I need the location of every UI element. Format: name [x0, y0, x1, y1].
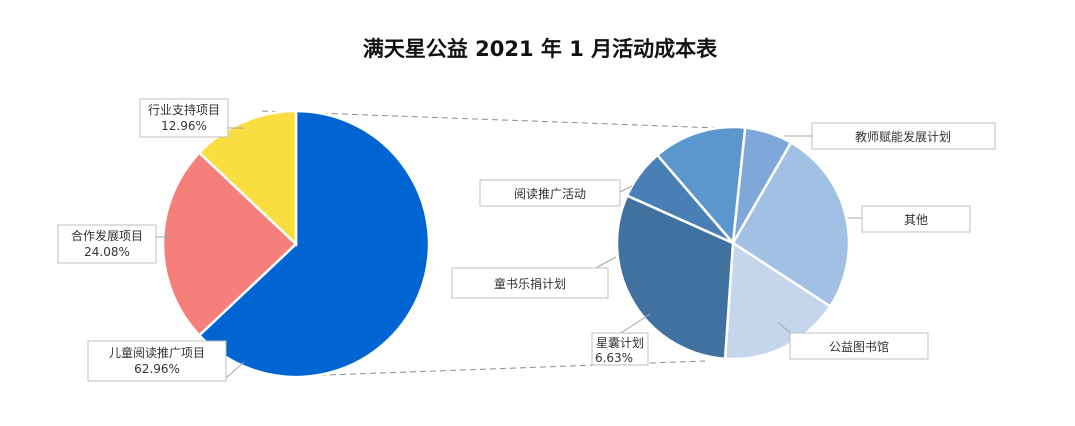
- connector-bottom: [299, 360, 706, 377]
- detail-pie-slice-5: [731, 126, 793, 244]
- slice-label-percent: 6.63%: [595, 351, 633, 365]
- slice-label-name: 公益图书馆: [829, 339, 889, 354]
- slice-label-name: 童书乐捐计划: [494, 276, 566, 291]
- label-book-donation: 童书乐捐计划: [451, 256, 617, 299]
- detail-pie-slice-1: [723, 240, 832, 361]
- slice-label-name: 星囊计划: [596, 335, 644, 350]
- label-reading-promo: 阅读推广活动: [479, 179, 633, 207]
- slice-label-percent: 12.96%: [161, 119, 207, 133]
- slice-label-percent: 62.96%: [134, 362, 180, 376]
- label-other: 其他: [848, 205, 971, 233]
- main-pie: [161, 109, 431, 379]
- detail-pie-slice-0: [731, 140, 851, 309]
- main-pie-slice-1: [161, 150, 298, 338]
- slice-label-percent: 24.08%: [84, 245, 130, 259]
- slice-label-name: 阅读推广活动: [514, 187, 586, 201]
- leader-reading-promo: [619, 185, 633, 193]
- slice-label-name: 教师赋能发展计划: [855, 129, 951, 144]
- main-pie-slice-2: [197, 109, 298, 247]
- chart-title: 满天星公益 2021 年 1 月活动成本表: [363, 37, 718, 61]
- leader-star-bag: [620, 313, 651, 334]
- detail-pie: [615, 125, 851, 361]
- slice-label-name: 行业支持项目: [148, 102, 220, 117]
- connector-top: [261, 110, 746, 130]
- main-pie-slice-0: [197, 109, 431, 379]
- detail-pie-slice-4: [655, 125, 747, 247]
- slice-label-name: 其他: [904, 213, 928, 227]
- slice-label-name: 儿童阅读推广项目: [109, 345, 205, 360]
- label-star-bag: 星囊计划 6.63%: [591, 313, 651, 366]
- label-teacher-empower: 教师赋能发展计划: [784, 122, 996, 150]
- leader-public-library: [777, 321, 791, 334]
- label-cooperation: 合作发展项目 24.08%: [57, 224, 171, 264]
- detail-pie-slice-2: [615, 193, 735, 361]
- leader-children-reading: [225, 361, 245, 379]
- label-children-reading: 儿童阅读推广项目 62.96%: [87, 340, 245, 382]
- label-industry-support: 行业支持项目 12.96%: [139, 98, 244, 138]
- label-public-library: 公益图书馆: [777, 321, 929, 360]
- slice-label-name: 合作发展项目: [71, 228, 143, 243]
